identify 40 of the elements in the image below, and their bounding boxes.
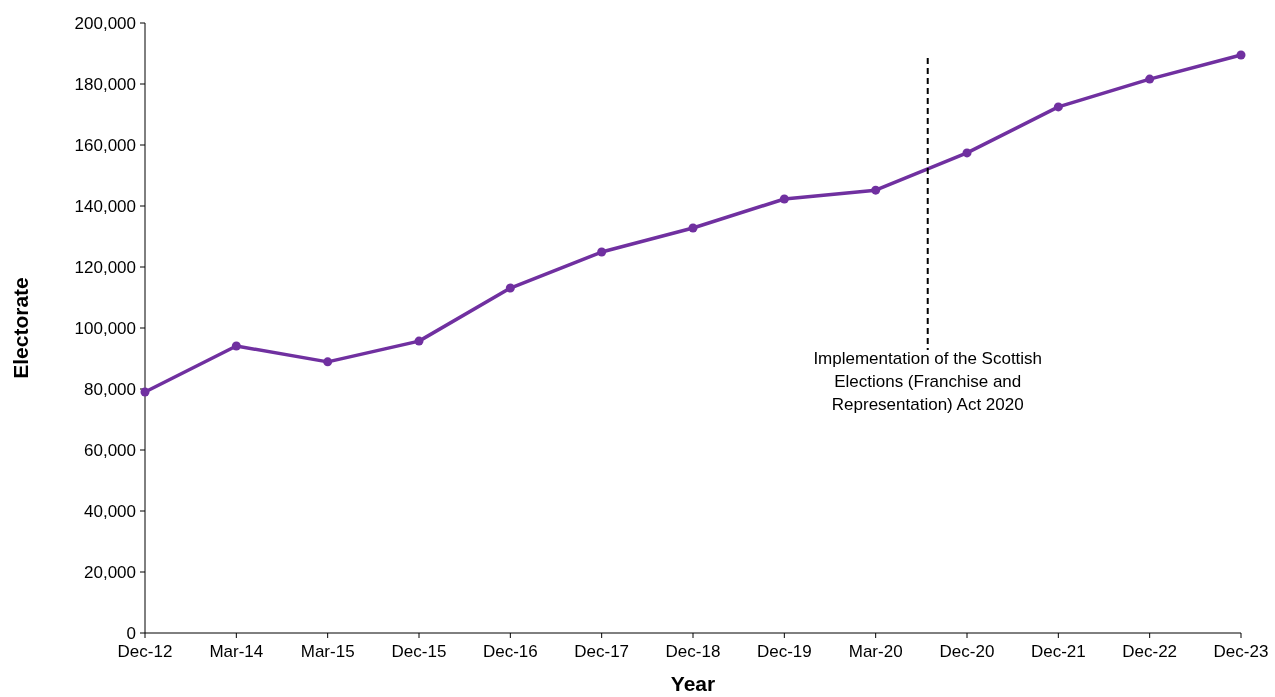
x-tick-label: Dec-19: [756, 642, 812, 661]
y-tick-label: 200,000: [74, 13, 136, 33]
y-tick-label: 160,000: [74, 135, 136, 155]
x-axis-title: Year: [670, 672, 716, 695]
x-tick-label: Dec-18: [665, 642, 721, 661]
y-tick-label: 20,000: [84, 562, 136, 582]
x-tick-label: Dec-15: [391, 642, 447, 661]
x-tick-label: Dec-12: [117, 642, 173, 661]
x-tick-label: Dec-17: [574, 642, 630, 661]
y-tick-label: 40,000: [84, 501, 136, 521]
point: [414, 336, 424, 346]
point: [688, 223, 698, 233]
y-tick-label: 0: [126, 623, 136, 643]
y-tick-label: 180,000: [74, 74, 136, 94]
x-tick-label: Dec-22: [1122, 642, 1178, 661]
y-tick-label: 80,000: [84, 379, 136, 399]
point: [231, 341, 241, 351]
point: [505, 283, 515, 293]
point: [871, 185, 881, 195]
y-tick-label: 100,000: [74, 318, 136, 338]
point: [1236, 50, 1246, 60]
y-tick-label: 140,000: [74, 196, 136, 216]
x-tick-label: Mar-15: [300, 642, 355, 661]
y-axis-title: Electorate: [9, 277, 32, 379]
y-tick-label: 120,000: [74, 257, 136, 277]
point: [1053, 102, 1063, 112]
x-tick-label: Dec-20: [939, 642, 995, 661]
point: [597, 247, 607, 257]
point: [140, 387, 150, 397]
y-tick-label: 60,000: [84, 440, 136, 460]
x-tick-label: Dec-16: [482, 642, 538, 661]
point: [1145, 74, 1155, 84]
point: [323, 357, 333, 367]
x-tick-label: Dec-23: [1213, 642, 1269, 661]
x-tick-label: Mar-20: [848, 642, 903, 661]
x-tick-label: Dec-21: [1030, 642, 1086, 661]
annotation: Implementation of the Scottish Elections (Franchise and Representation) Act 2020: [813, 349, 1043, 414]
point: [779, 194, 789, 204]
point: [962, 148, 972, 158]
x-tick-label: Mar-14: [209, 642, 264, 661]
